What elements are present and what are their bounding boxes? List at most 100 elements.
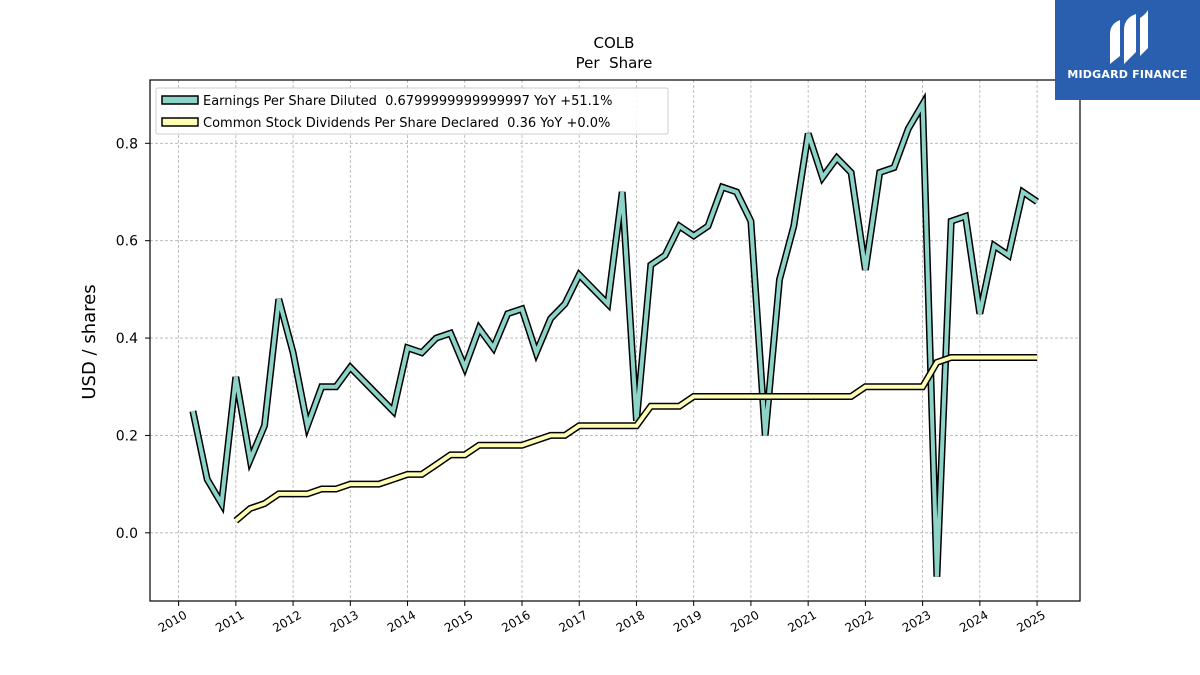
data-point: [735, 190, 739, 194]
data-point: [491, 443, 495, 447]
data-point: [835, 156, 839, 160]
data-point: [348, 365, 352, 369]
data-point: [921, 385, 925, 389]
data-point: [434, 463, 438, 467]
data-point: [277, 492, 281, 496]
data-point: [305, 492, 309, 496]
x-tick-label: 2016: [499, 608, 532, 635]
data-point: [1021, 190, 1025, 194]
data-point: [663, 404, 667, 408]
data-point: [778, 278, 782, 282]
data-point: [549, 433, 553, 437]
data-point: [906, 127, 910, 131]
x-tick-label: 2020: [728, 608, 761, 635]
grid: [150, 80, 1080, 601]
data-point: [821, 395, 825, 399]
x-tick-label: 2017: [557, 608, 590, 635]
series-outline: [189, 92, 1040, 577]
data-point: [1035, 356, 1039, 360]
data-point: [706, 395, 710, 399]
data-point: [377, 482, 381, 486]
data-point: [821, 175, 825, 179]
data-point: [806, 132, 810, 136]
data-point: [363, 380, 367, 384]
plot-frame: [149, 79, 1081, 602]
data-point: [506, 443, 510, 447]
data-point: [792, 224, 796, 228]
data-point: [534, 351, 538, 355]
data-point: [835, 395, 839, 399]
data-point: [992, 244, 996, 248]
y-tick-label: 0.4: [116, 331, 138, 347]
x-tick-label: 2011: [213, 608, 246, 635]
chart-subtitle: Per Share: [576, 54, 653, 72]
data-point: [878, 171, 882, 175]
x-tick-label: 2012: [270, 608, 303, 635]
x-tick-label: 2025: [1014, 608, 1047, 635]
data-point: [892, 385, 896, 389]
data-point: [1007, 356, 1011, 360]
data-point: [635, 424, 639, 428]
data-point: [234, 375, 238, 379]
data-point: [191, 409, 195, 413]
y-tick-label: 0.6: [116, 234, 138, 250]
data-point: [706, 224, 710, 228]
data-point: [978, 356, 982, 360]
data-point: [263, 502, 267, 506]
data-point: [291, 351, 295, 355]
data-point: [363, 482, 367, 486]
data-point: [234, 519, 238, 523]
data-point: [220, 502, 224, 506]
data-point: [763, 395, 767, 399]
data-point: [620, 190, 624, 194]
data-point: [391, 409, 395, 413]
series-layer: [189, 92, 1040, 577]
x-tick-label: 2014: [385, 608, 418, 635]
y-tick-label: 0.8: [116, 136, 138, 152]
data-point: [205, 477, 209, 481]
data-point: [806, 395, 810, 399]
data-point: [663, 253, 667, 257]
data-point: [849, 171, 853, 175]
data-point: [778, 395, 782, 399]
data-point: [606, 424, 610, 428]
y-axis-label: USD / shares: [79, 284, 100, 399]
data-point: [377, 395, 381, 399]
data-point: [677, 224, 681, 228]
data-point: [463, 365, 467, 369]
data-point: [449, 453, 453, 457]
data-point: [320, 385, 324, 389]
data-point: [692, 395, 696, 399]
chart-title: COLB: [594, 34, 635, 52]
brand-logo: MIDGARD FINANCE: [1055, 0, 1200, 100]
x-tick-label: 2018: [614, 608, 647, 635]
data-point: [520, 307, 524, 311]
x-tick-label: 2023: [900, 608, 933, 635]
data-point: [420, 351, 424, 355]
data-point: [921, 102, 925, 106]
data-point: [949, 219, 953, 223]
data-point: [720, 185, 724, 189]
x-tick-label: 2019: [671, 608, 704, 635]
data-point: [964, 214, 968, 218]
data-point: [592, 424, 596, 428]
series-dividends-declared: [233, 354, 1039, 524]
data-point: [291, 492, 295, 496]
data-point: [277, 297, 281, 301]
data-point: [320, 487, 324, 491]
data-point: [892, 166, 896, 170]
data-point: [463, 453, 467, 457]
data-point: [391, 477, 395, 481]
y-tick-label: 0.0: [116, 526, 138, 542]
data-point: [763, 433, 767, 437]
data-point: [334, 487, 338, 491]
data-point: [620, 424, 624, 428]
series-line: [234, 355, 1038, 523]
x-tick-label: 2010: [156, 608, 189, 635]
data-point: [449, 331, 453, 335]
data-point: [749, 219, 753, 223]
logo-text: MIDGARD FINANCE: [1067, 68, 1188, 81]
data-point: [692, 234, 696, 238]
x-tick-label: 2015: [442, 608, 475, 635]
